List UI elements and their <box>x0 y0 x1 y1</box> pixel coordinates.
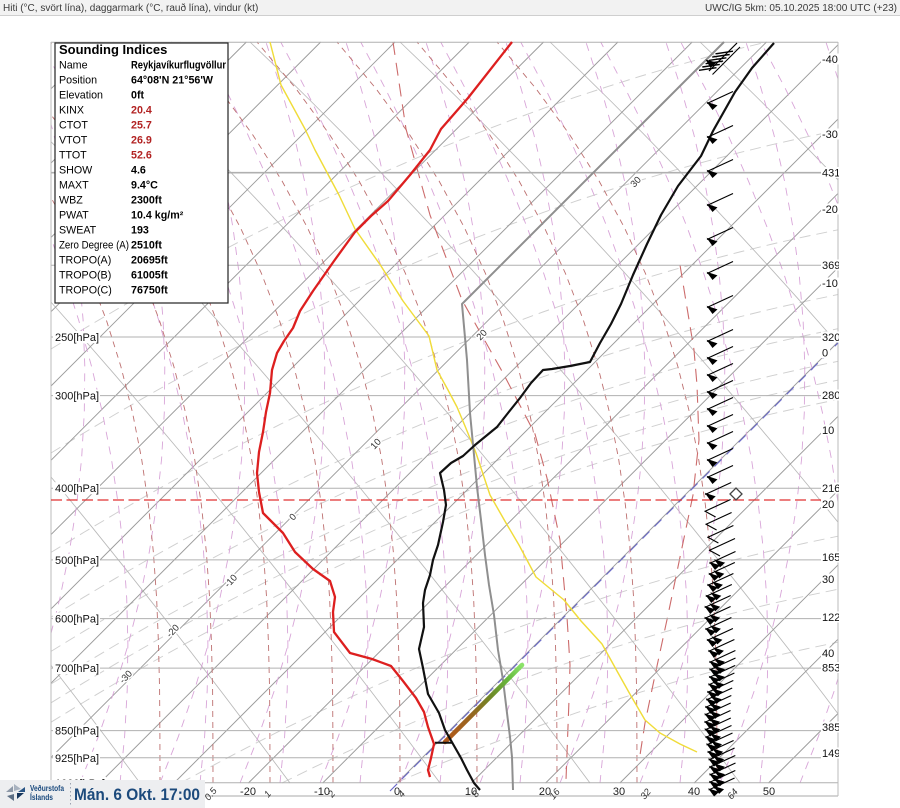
svg-text:Position: Position <box>59 74 97 86</box>
svg-text:25.7: 25.7 <box>131 119 152 131</box>
svg-text:850[hPa]: 850[hPa] <box>55 726 99 738</box>
svg-text:9.4°C: 9.4°C <box>131 179 158 191</box>
svg-text:0: 0 <box>394 786 400 798</box>
svg-text:40: 40 <box>822 648 834 660</box>
svg-text:Hiti (°C, svört lína), daggarm: Hiti (°C, svört lína), daggarmark (°C, r… <box>3 2 258 14</box>
svg-text:40: 40 <box>688 786 700 798</box>
svg-text:-30: -30 <box>822 129 838 141</box>
svg-text:Zero Degree (A): Zero Degree (A) <box>59 239 129 251</box>
svg-text:Mán. 6 Okt. 17:00: Mán. 6 Okt. 17:00 <box>74 785 200 804</box>
svg-text:-10: -10 <box>314 786 330 798</box>
svg-text:1: 1 <box>262 789 274 800</box>
svg-text:20695ft: 20695ft <box>131 254 168 266</box>
svg-text:280: 280 <box>822 390 840 402</box>
svg-text:26.9: 26.9 <box>131 134 152 146</box>
svg-text:52.6: 52.6 <box>131 149 152 161</box>
svg-text:Name: Name <box>59 59 88 71</box>
svg-text:149: 149 <box>822 748 840 760</box>
svg-text:10.4 kg/m²: 10.4 kg/m² <box>131 209 184 221</box>
svg-text:Elevation: Elevation <box>59 89 103 101</box>
svg-text:925[hPa]: 925[hPa] <box>55 753 99 765</box>
svg-text:Íslands: Íslands <box>30 792 53 802</box>
svg-text:0ft: 0ft <box>131 89 145 101</box>
svg-text:400[hPa]: 400[hPa] <box>55 483 99 495</box>
svg-text:193: 193 <box>131 224 149 236</box>
svg-text:CTOT: CTOT <box>59 119 88 131</box>
svg-text:-40: -40 <box>822 54 838 66</box>
svg-text:0: 0 <box>822 348 828 360</box>
svg-text:2510ft: 2510ft <box>131 239 162 251</box>
svg-text:700[hPa]: 700[hPa] <box>55 663 99 675</box>
svg-text:MAXT: MAXT <box>59 179 89 191</box>
svg-text:250[hPa]: 250[hPa] <box>55 332 99 344</box>
svg-text:165: 165 <box>822 552 840 564</box>
svg-text:300[hPa]: 300[hPa] <box>55 391 99 403</box>
svg-text:Reykjavíkurflugvöllur: Reykjavíkurflugvöllur <box>131 59 226 71</box>
svg-text:SHOW: SHOW <box>59 164 93 176</box>
svg-text:KINX: KINX <box>59 104 84 116</box>
svg-text:TROPO(A): TROPO(A) <box>59 254 111 266</box>
svg-text:76750ft: 76750ft <box>131 284 168 296</box>
svg-text:WBZ: WBZ <box>59 194 83 206</box>
svg-text:TROPO(B): TROPO(B) <box>59 269 111 281</box>
svg-text:Veðurstofa: Veðurstofa <box>30 783 64 793</box>
svg-text:30: 30 <box>613 786 625 798</box>
svg-text:TROPO(C): TROPO(C) <box>59 284 112 296</box>
svg-text:20.4: 20.4 <box>131 104 152 116</box>
svg-text:320: 320 <box>822 332 840 344</box>
svg-text:4.6: 4.6 <box>131 164 146 176</box>
svg-text:122: 122 <box>822 612 840 624</box>
svg-text:-20: -20 <box>240 786 256 798</box>
svg-text:61005ft: 61005ft <box>131 269 168 281</box>
svg-text:10: 10 <box>822 425 834 437</box>
svg-text:2300ft: 2300ft <box>131 194 162 206</box>
svg-text:853: 853 <box>822 663 840 675</box>
svg-text:TTOT: TTOT <box>59 149 87 161</box>
svg-text:20: 20 <box>822 499 834 511</box>
svg-text:-20: -20 <box>822 204 838 216</box>
svg-text:VTOT: VTOT <box>59 134 88 146</box>
svg-text:369: 369 <box>822 260 840 272</box>
svg-text:8: 8 <box>470 788 482 800</box>
svg-text:PWAT: PWAT <box>59 209 89 221</box>
svg-text:216: 216 <box>822 483 840 495</box>
svg-text:500[hPa]: 500[hPa] <box>55 555 99 567</box>
svg-text:SWEAT: SWEAT <box>59 224 97 236</box>
svg-text:UWC/IG 5km: 05.10.2025 18:00 U: UWC/IG 5km: 05.10.2025 18:00 UTC (+23) <box>705 3 897 14</box>
svg-text:30: 30 <box>822 574 834 586</box>
svg-text:4: 4 <box>396 789 408 800</box>
svg-text:20: 20 <box>539 786 551 798</box>
svg-text:385: 385 <box>822 722 840 734</box>
svg-text:600[hPa]: 600[hPa] <box>55 614 99 626</box>
svg-text:64°08'N 21°56'W: 64°08'N 21°56'W <box>131 74 214 86</box>
svg-text:50: 50 <box>763 786 775 798</box>
svg-text:-10: -10 <box>822 278 838 290</box>
svg-text:10: 10 <box>465 786 477 798</box>
svg-text:Sounding Indices: Sounding Indices <box>59 42 167 57</box>
svg-text:431: 431 <box>822 168 840 180</box>
